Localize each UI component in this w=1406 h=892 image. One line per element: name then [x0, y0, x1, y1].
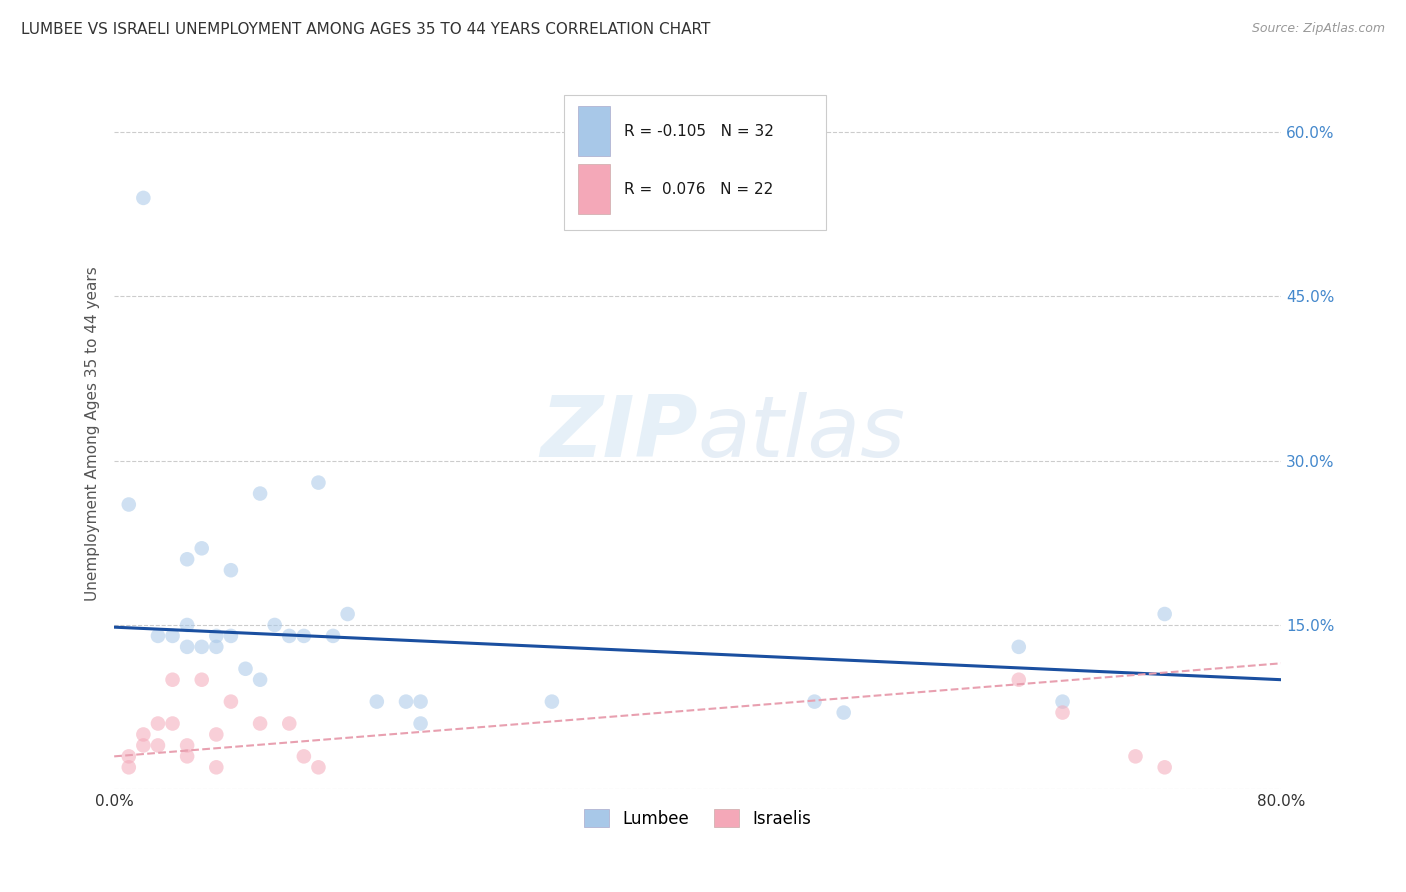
Text: ZIP: ZIP	[540, 392, 697, 475]
Point	[132, 191, 155, 205]
Point	[118, 498, 141, 512]
Point	[307, 760, 329, 774]
Point	[249, 486, 271, 500]
Point	[162, 629, 184, 643]
Point	[336, 607, 359, 621]
Point	[307, 475, 329, 490]
Point	[292, 749, 315, 764]
Point	[205, 727, 228, 741]
Point	[162, 716, 184, 731]
Point	[205, 629, 228, 643]
Point	[409, 716, 432, 731]
Bar	[578, 106, 610, 156]
Bar	[578, 164, 610, 214]
Point	[249, 673, 271, 687]
Point	[132, 739, 155, 753]
Point	[1052, 706, 1074, 720]
Point	[176, 640, 198, 654]
Text: Source: ZipAtlas.com: Source: ZipAtlas.com	[1251, 22, 1385, 36]
Point	[541, 695, 564, 709]
Legend: Lumbee, Israelis: Lumbee, Israelis	[578, 803, 818, 834]
Point	[1008, 673, 1031, 687]
Point	[205, 640, 228, 654]
Point	[219, 629, 242, 643]
FancyBboxPatch shape	[564, 95, 827, 230]
Point	[249, 716, 271, 731]
Point	[118, 760, 141, 774]
Point	[176, 749, 198, 764]
Point	[132, 727, 155, 741]
Point	[366, 695, 388, 709]
Point	[322, 629, 344, 643]
Point	[219, 695, 242, 709]
Point	[176, 618, 198, 632]
Point	[176, 739, 198, 753]
Point	[190, 541, 212, 556]
Point	[146, 629, 169, 643]
Point	[1153, 607, 1175, 621]
Point	[190, 640, 212, 654]
Point	[162, 673, 184, 687]
Point	[235, 662, 257, 676]
Point	[146, 739, 169, 753]
Point	[118, 749, 141, 764]
Point	[263, 618, 285, 632]
Point	[176, 552, 198, 566]
Point	[803, 695, 825, 709]
Point	[190, 673, 212, 687]
Point	[1125, 749, 1147, 764]
Text: LUMBEE VS ISRAELI UNEMPLOYMENT AMONG AGES 35 TO 44 YEARS CORRELATION CHART: LUMBEE VS ISRAELI UNEMPLOYMENT AMONG AGE…	[21, 22, 710, 37]
Point	[1008, 640, 1031, 654]
Text: R =  0.076   N = 22: R = 0.076 N = 22	[624, 182, 773, 197]
Point	[278, 629, 301, 643]
Text: atlas: atlas	[697, 392, 905, 475]
Point	[1052, 695, 1074, 709]
Y-axis label: Unemployment Among Ages 35 to 44 years: Unemployment Among Ages 35 to 44 years	[86, 266, 100, 600]
Point	[1153, 760, 1175, 774]
Point	[409, 695, 432, 709]
Point	[395, 695, 418, 709]
Text: R = -0.105   N = 32: R = -0.105 N = 32	[624, 124, 775, 138]
Point	[292, 629, 315, 643]
Point	[278, 716, 301, 731]
Point	[146, 716, 169, 731]
Point	[219, 563, 242, 577]
Point	[205, 760, 228, 774]
Point	[832, 706, 855, 720]
